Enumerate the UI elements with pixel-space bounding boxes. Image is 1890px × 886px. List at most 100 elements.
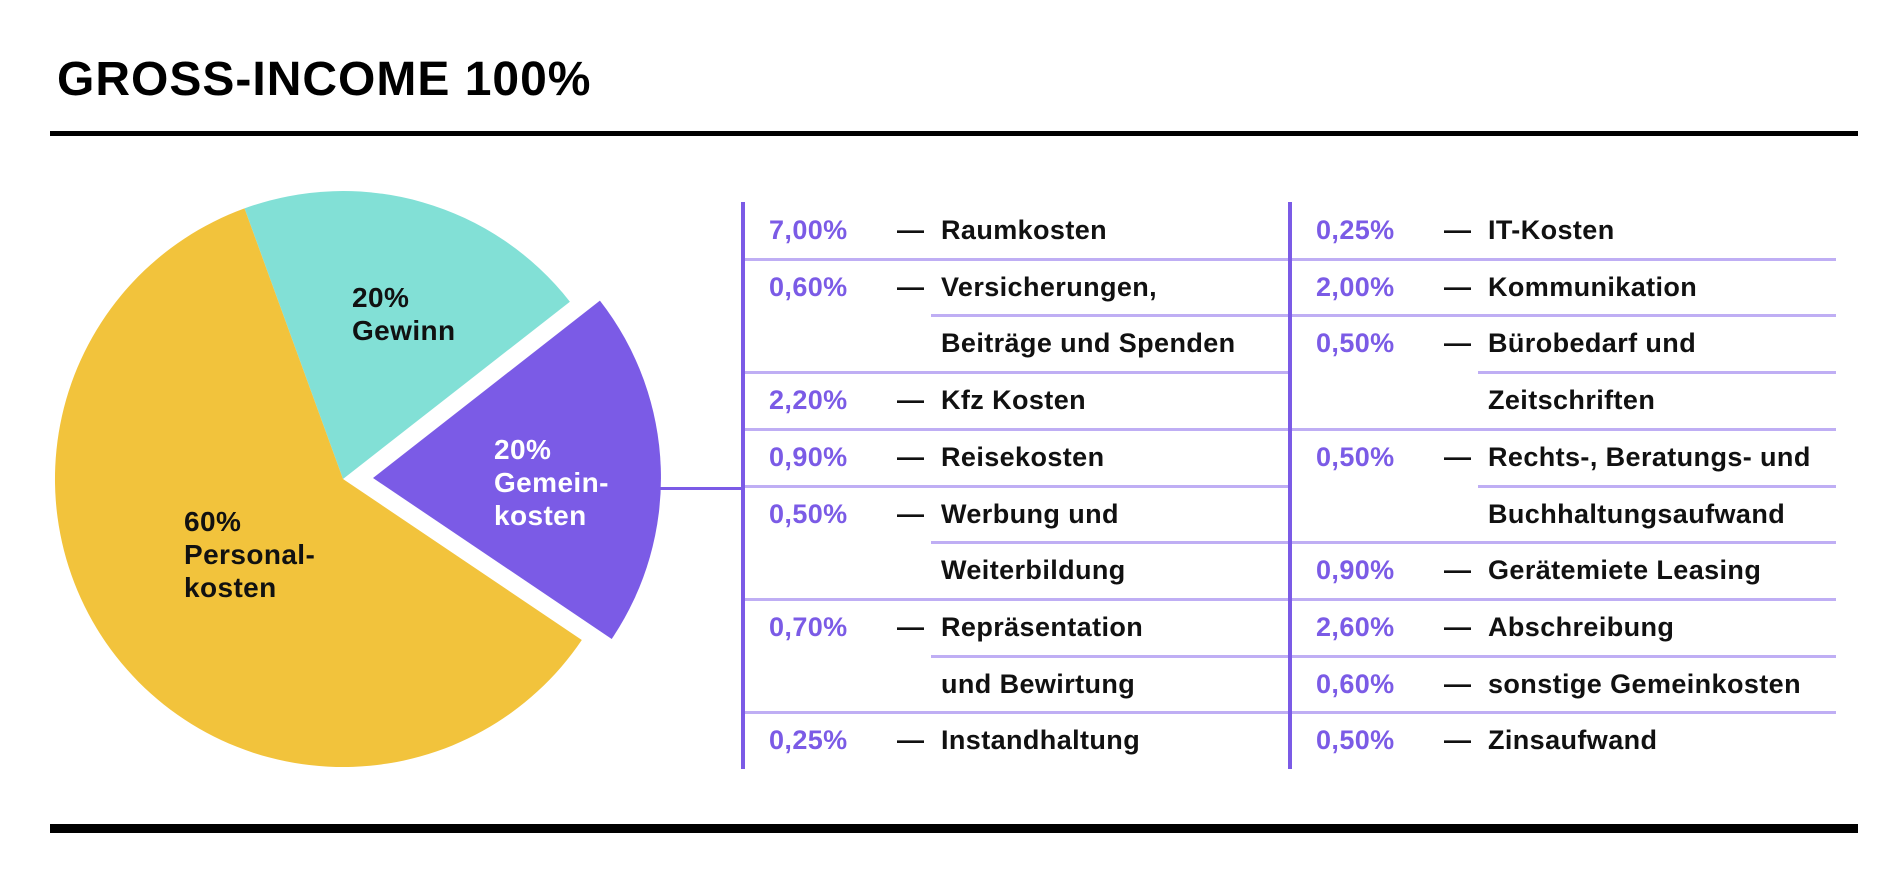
row-label: Raumkosten [941,215,1108,245]
row-separator [1292,541,1836,545]
pie-connector-line [650,487,743,490]
row-label: Gerätemiete Leasing [1488,555,1762,586]
row-dash: — [1444,611,1472,642]
row-percent: 0,90% [1316,555,1395,586]
pie-label-line: Personal- [184,539,316,570]
row-separator [1292,257,1836,261]
row-separator [745,484,1289,488]
row-label: Repräsentation [941,611,1144,642]
breakdown-row: Weiterbildung [745,542,1289,599]
row-percent: 0,50% [769,498,848,529]
row-dash: — [1444,668,1472,699]
row-percent: 0,25% [769,725,848,756]
pie-label-line: Gemein- [494,467,609,498]
row-separator [745,257,1289,261]
row-separator [1292,427,1836,431]
row-dash: — [897,385,925,416]
pie-label-gemeinkosten: 20% Gemein- kosten [494,433,609,532]
row-label: Rechts-, Beratungs- und [1488,441,1811,472]
row-percent: 0,70% [769,611,848,642]
breakdown-row: 2,60% — Abschreibung [1292,599,1836,656]
row-label: und Bewirtung [941,668,1136,699]
row-label: Kfz Kosten [941,385,1086,416]
breakdown-row: 0,50% — Werbung und [745,486,1289,543]
pie-slice-gewinn [244,191,570,479]
row-separator [1292,597,1836,601]
top-rule [50,131,1858,136]
row-label: IT-Kosten [1488,215,1615,245]
row-dash: — [1444,555,1472,586]
row-separator [931,654,1289,658]
pie-label-line: kosten [184,572,277,603]
row-dash: — [897,215,925,245]
page-title: GROSS-INCOME 100% [57,53,592,106]
breakdown-row: 7,00% — Raumkosten [745,202,1289,259]
breakdown-row: und Bewirtung [745,656,1289,713]
row-label: Bürobedarf und [1488,328,1697,359]
row-dash: — [897,611,925,642]
row-label: Zinsaufwand [1488,725,1658,756]
pie-label-line: kosten [494,500,587,531]
row-separator [1292,314,1836,318]
row-separator [1292,654,1836,658]
row-dash: — [1444,441,1472,472]
row-separator [745,711,1289,715]
pie-label-line: 20% [494,434,552,465]
row-label: Beiträge und Spenden [941,328,1236,359]
breakdown-row: 0,60% — Versicherungen, [745,259,1289,316]
breakdown-row: 0,25% — IT-Kosten [1292,202,1836,259]
row-separator [745,371,1289,375]
pie-slice-personalkosten [54,208,582,768]
row-separator [1292,711,1836,715]
row-dash: — [1444,271,1472,302]
row-label: Kommunikation [1488,271,1698,302]
row-label: Buchhaltungsaufwand [1488,498,1786,529]
row-dash: — [897,498,925,529]
breakdown-row: 0,70% — Repräsentation [745,599,1289,656]
row-percent: 0,50% [1316,725,1395,756]
row-separator [1478,484,1836,488]
breakdown-table-left: 7,00% — Raumkosten 0,60% — Versicherungen, Bei… [741,202,1289,769]
pie-label-line: 20% [352,282,410,313]
row-percent: 0,90% [769,441,848,472]
row-dash: — [897,271,925,302]
breakdown-row: 0,60% — sonstige Gemeinkosten [1292,656,1836,713]
pie-label-personalkosten: 60% Personal- kosten [184,505,315,604]
breakdown-table-right: 0,25% — IT-Kosten 2,00% — Kommunikation 0,50% —… [1288,202,1836,769]
row-percent: 2,20% [769,385,848,416]
row-percent: 0,50% [1316,328,1395,359]
row-label: sonstige Gemeinkosten [1488,668,1801,699]
row-separator [745,427,1289,431]
row-dash: — [897,441,925,472]
row-label: Zeitschriften [1488,385,1656,416]
row-label: Abschreibung [1488,611,1675,642]
breakdown-row: Beiträge und Spenden [745,315,1289,372]
breakdown-row: Buchhaltungsaufwand [1292,486,1836,543]
row-label: Versicherungen, [941,271,1158,302]
row-dash: — [897,725,925,756]
row-separator [931,541,1289,545]
row-percent: 0,60% [769,271,848,302]
breakdown-row: 0,50% — Bürobedarf und [1292,315,1836,372]
row-separator [1478,371,1836,375]
row-percent: 0,50% [1316,441,1395,472]
breakdown-row: 0,25% — Instandhaltung [745,712,1289,769]
row-label: Instandhaltung [941,725,1141,756]
breakdown-row: 2,20% — Kfz Kosten [745,372,1289,429]
row-dash: — [1444,725,1472,756]
breakdown-row: 0,50% — Zinsaufwand [1292,712,1836,769]
pie-label-gewinn: 20% Gewinn [352,281,456,347]
row-separator [745,597,1289,601]
row-dash: — [1444,215,1472,245]
breakdown-row: Zeitschriften [1292,372,1836,429]
row-percent: 0,25% [1316,215,1395,245]
pie-label-line: Gewinn [352,315,456,346]
row-label: Weiterbildung [941,555,1126,586]
breakdown-row: 0,50% — Rechts-, Beratungs- und [1292,429,1836,486]
row-label: Werbung und [941,498,1119,529]
row-separator [931,314,1289,318]
row-label: Reisekosten [941,441,1105,472]
breakdown-row: 0,90% — Gerätemiete Leasing [1292,542,1836,599]
